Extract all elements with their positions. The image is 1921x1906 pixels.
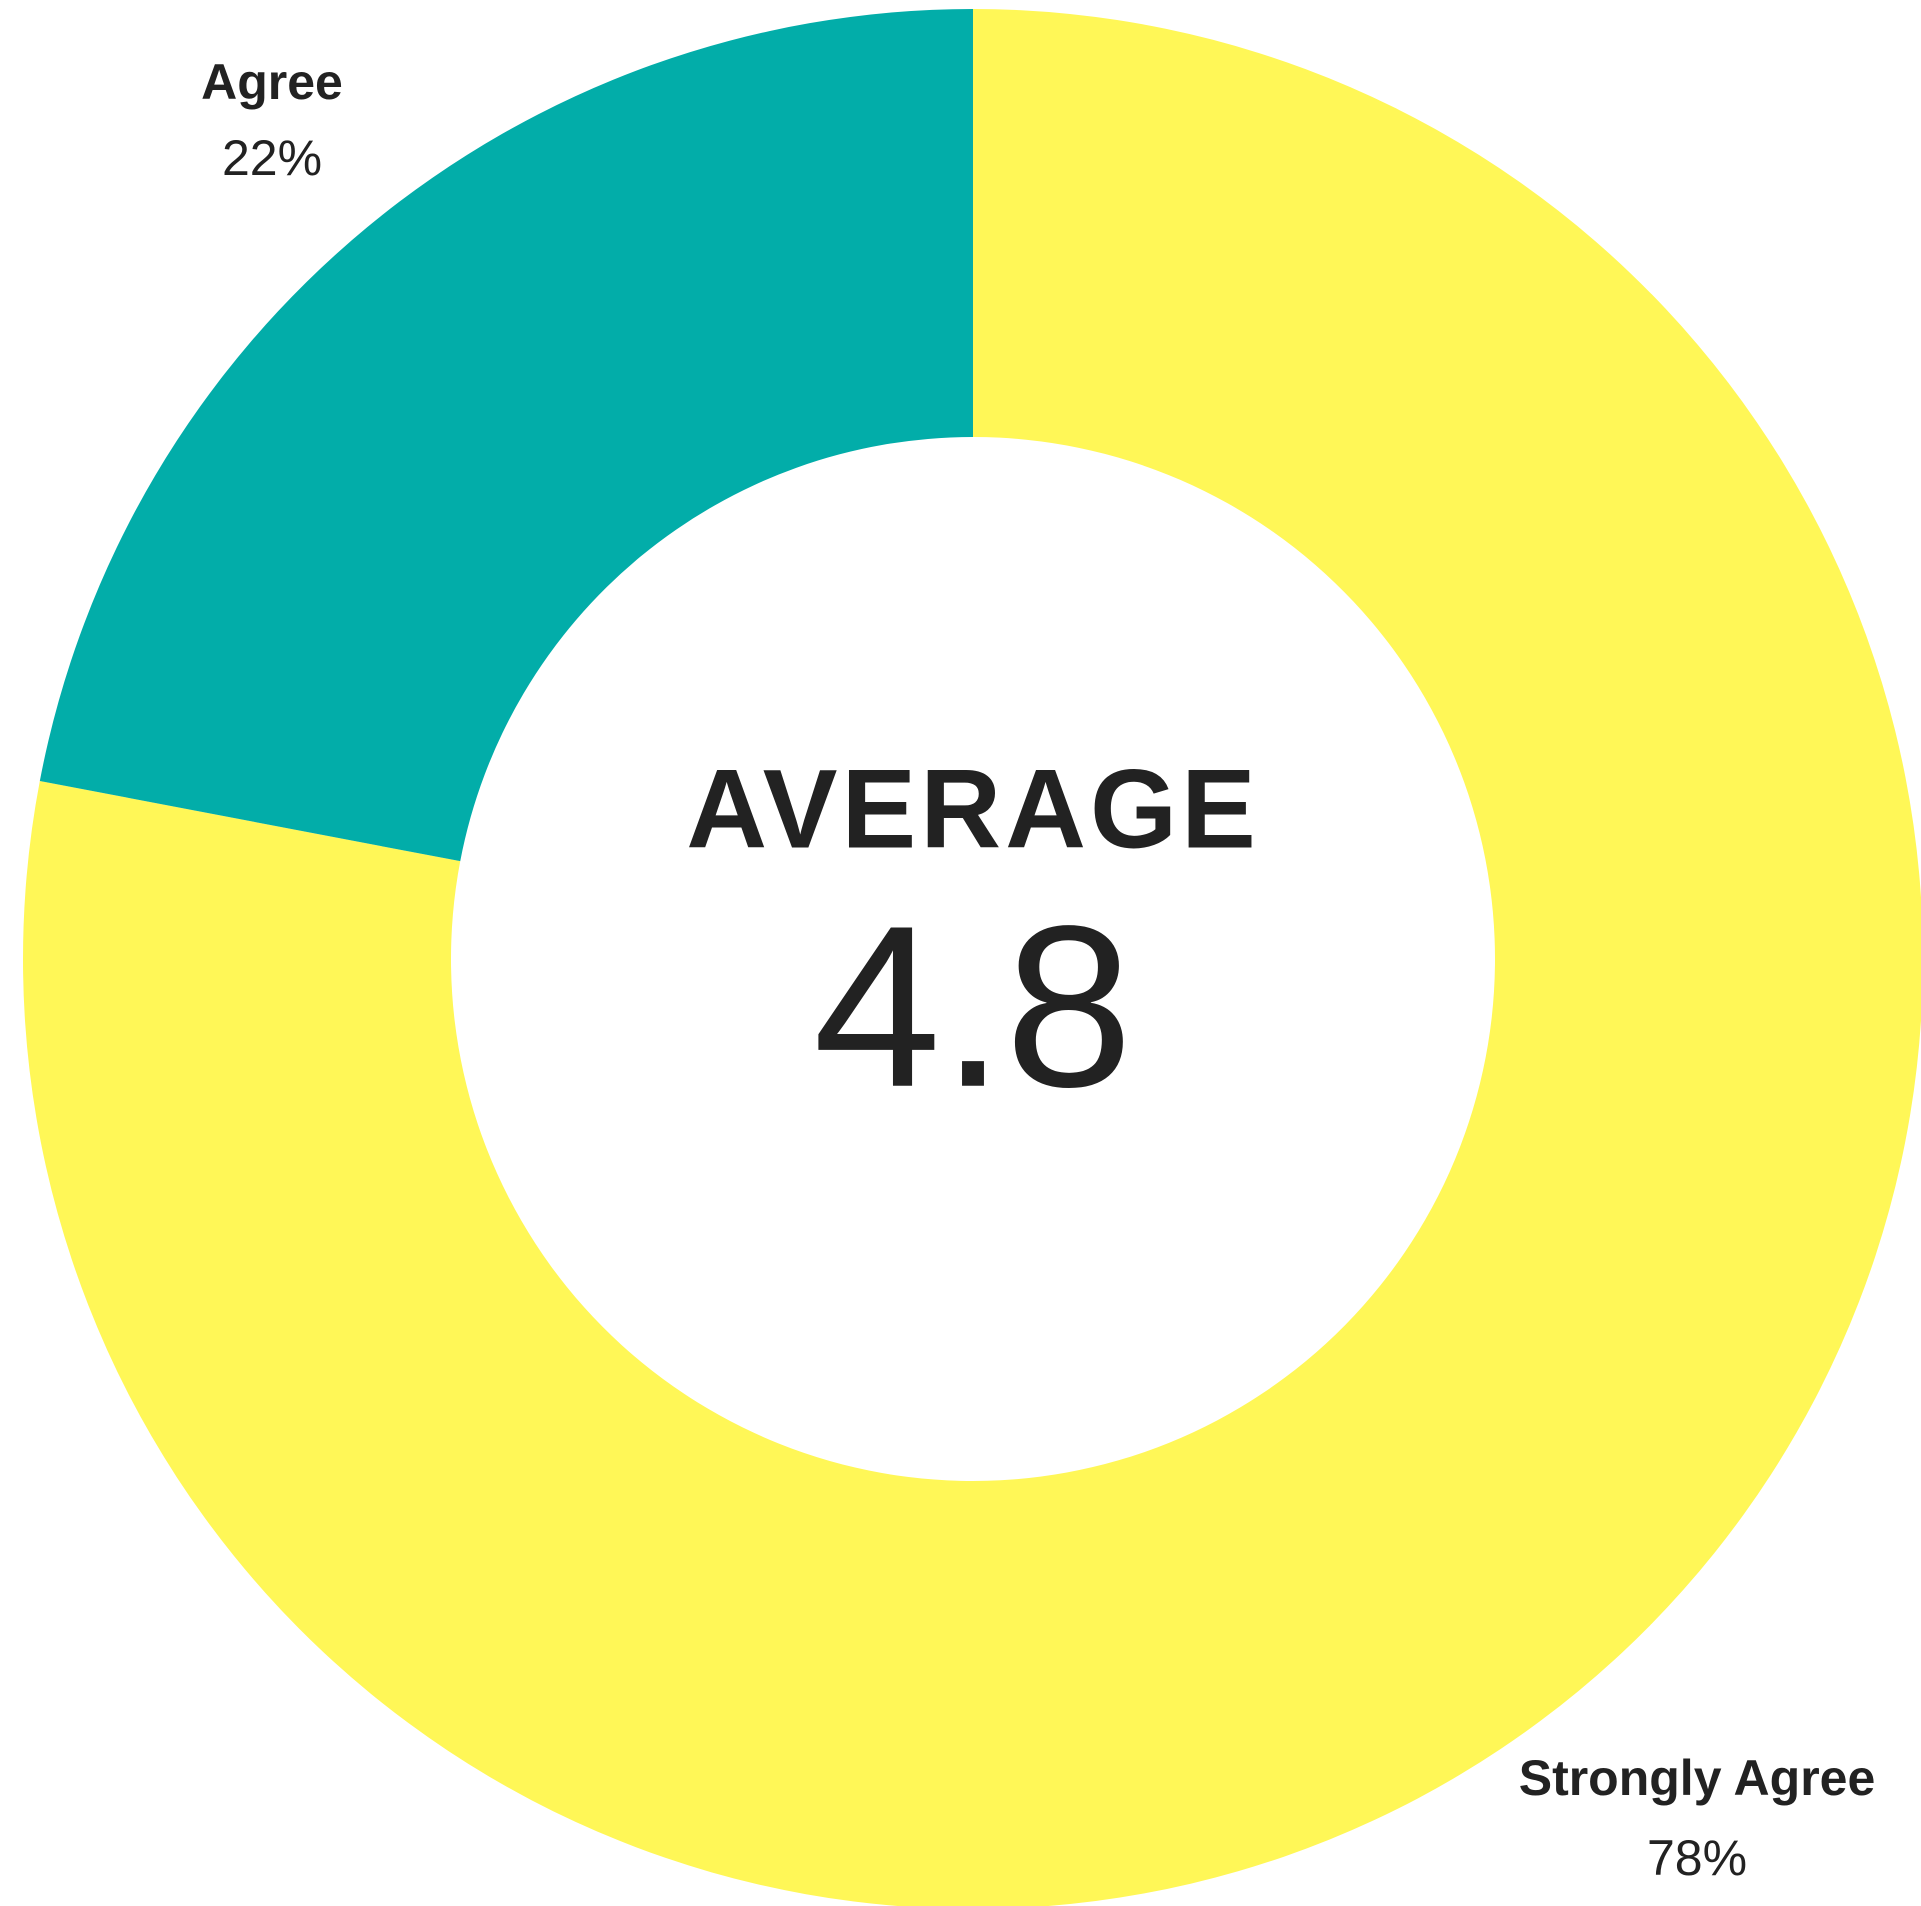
slice-value: 22%: [222, 130, 322, 186]
slice: [39, 8, 974, 862]
donut: [23, 8, 1921, 1906]
center-label: AVERAGE: [686, 747, 1260, 872]
slice-label: Strongly Agree: [1519, 1750, 1876, 1806]
slice-value: 78%: [1647, 1830, 1747, 1886]
slice-label: Agree: [201, 54, 343, 110]
center-value: 4.8: [813, 878, 1133, 1135]
slice: [23, 9, 1921, 1906]
